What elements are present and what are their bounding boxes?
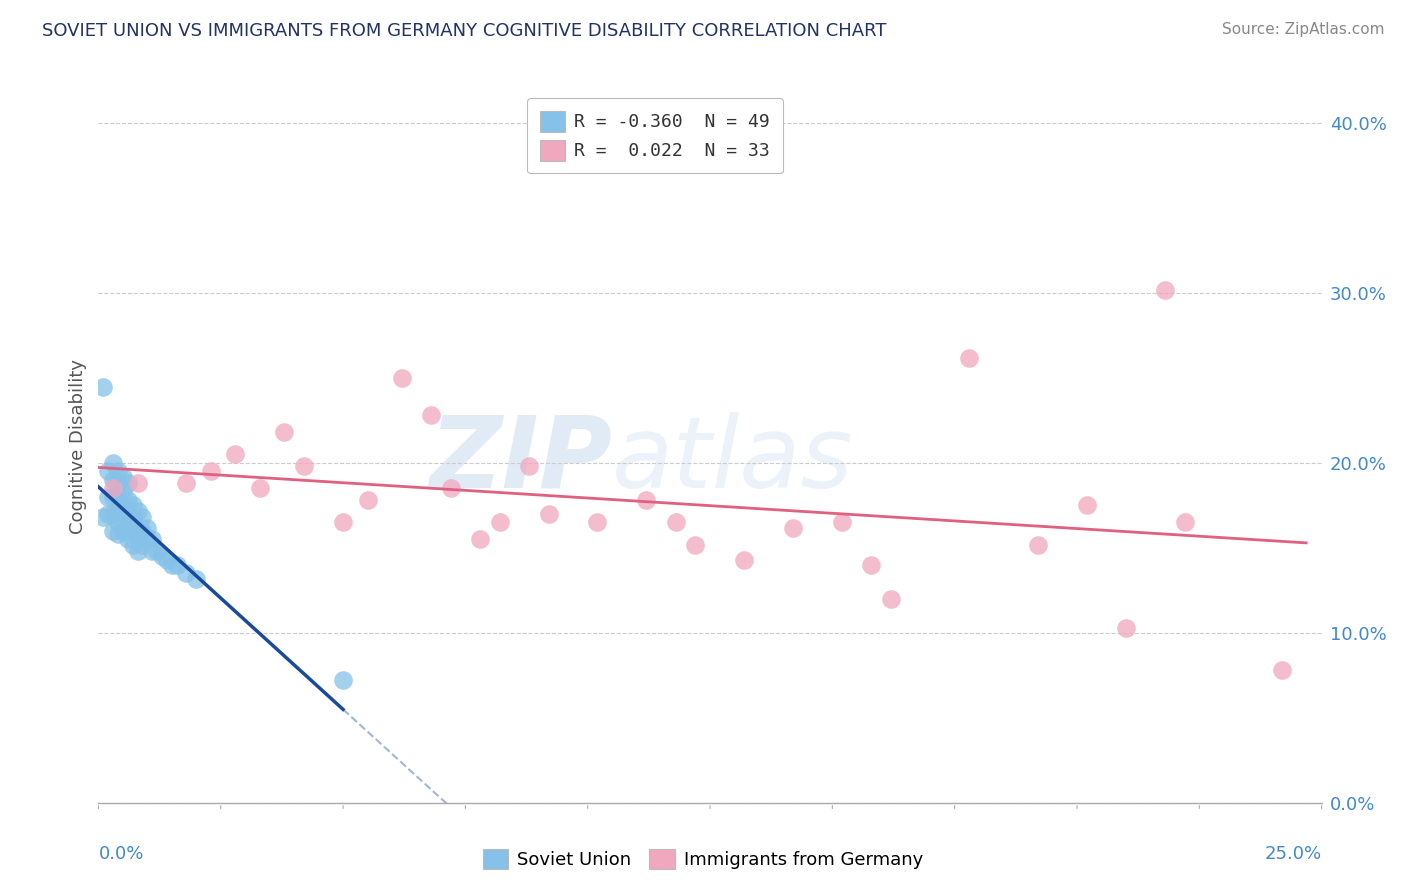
Point [91, 379, 114, 393]
Point [111, 499, 134, 513]
Point [121, 510, 143, 524]
Point [131, 537, 153, 551]
Point [586, 516, 609, 530]
Point [136, 520, 159, 534]
Point [117, 533, 139, 547]
Point [97, 507, 120, 521]
Point [957, 351, 980, 365]
Point [782, 520, 804, 534]
Point [127, 476, 149, 491]
Point [150, 549, 173, 564]
Point [101, 482, 124, 496]
Point [1076, 499, 1098, 513]
Point [111, 469, 134, 483]
Point [249, 482, 271, 496]
Point [146, 544, 169, 558]
Point [665, 516, 688, 530]
Point [200, 465, 222, 479]
Point [117, 510, 139, 524]
Point [127, 503, 149, 517]
Point [111, 524, 134, 538]
Point [101, 524, 124, 538]
Point [166, 558, 188, 572]
Point [160, 558, 183, 572]
Legend: R = -0.360  N = 49, R =  0.022  N = 33: R = -0.360 N = 49, R = 0.022 N = 33 [527, 98, 783, 173]
Point [107, 516, 129, 530]
Point [391, 371, 413, 385]
Point [101, 507, 124, 521]
Point [111, 510, 134, 524]
Point [127, 519, 149, 533]
Point [880, 591, 903, 606]
Point [107, 465, 129, 479]
Point [131, 510, 153, 524]
Point [97, 490, 120, 504]
Point [176, 476, 198, 491]
Point [292, 459, 315, 474]
Point [141, 544, 163, 558]
Text: 25.0%: 25.0% [1264, 846, 1322, 863]
Point [1271, 663, 1294, 677]
Point [273, 425, 295, 440]
Point [121, 524, 143, 538]
Text: SOVIET UNION VS IMMIGRANTS FROM GERMANY COGNITIVE DISABILITY CORRELATION CHART: SOVIET UNION VS IMMIGRANTS FROM GERMANY … [42, 22, 887, 40]
Text: atlas: atlas [612, 412, 853, 508]
Point [117, 493, 139, 508]
Point [107, 490, 129, 504]
Point [117, 476, 139, 491]
Point [356, 493, 378, 508]
Point [121, 537, 143, 551]
Point [127, 544, 149, 558]
Point [107, 503, 129, 517]
Point [176, 566, 198, 581]
Point [186, 572, 208, 586]
Point [156, 553, 179, 567]
Point [517, 459, 540, 474]
Point [91, 510, 114, 524]
Point [1026, 537, 1049, 551]
Point [468, 533, 491, 547]
Point [420, 409, 443, 423]
Text: Source: ZipAtlas.com: Source: ZipAtlas.com [1222, 22, 1385, 37]
Point [107, 476, 129, 491]
Point [733, 553, 755, 567]
Point [131, 524, 153, 538]
Point [136, 533, 159, 547]
Point [117, 520, 139, 534]
Point [488, 516, 510, 530]
Point [127, 533, 149, 547]
Point [121, 499, 143, 513]
Point [831, 516, 853, 530]
Point [1174, 516, 1197, 530]
Point [107, 527, 129, 541]
Point [1154, 283, 1177, 297]
Point [860, 558, 883, 572]
Point [440, 482, 463, 496]
Point [111, 484, 134, 499]
Point [101, 456, 124, 470]
Text: ZIP: ZIP [429, 412, 612, 508]
Point [224, 448, 246, 462]
Point [332, 516, 354, 530]
Point [101, 490, 124, 504]
Point [332, 673, 354, 688]
Point [685, 537, 707, 551]
Point [141, 533, 163, 547]
Point [636, 493, 658, 508]
Point [1115, 621, 1137, 635]
Text: 0.0%: 0.0% [98, 846, 143, 863]
Y-axis label: Cognitive Disability: Cognitive Disability [69, 359, 87, 533]
Legend: Soviet Union, Immigrants from Germany: Soviet Union, Immigrants from Germany [474, 839, 932, 879]
Point [101, 473, 124, 487]
Point [97, 465, 120, 479]
Point [537, 507, 560, 521]
